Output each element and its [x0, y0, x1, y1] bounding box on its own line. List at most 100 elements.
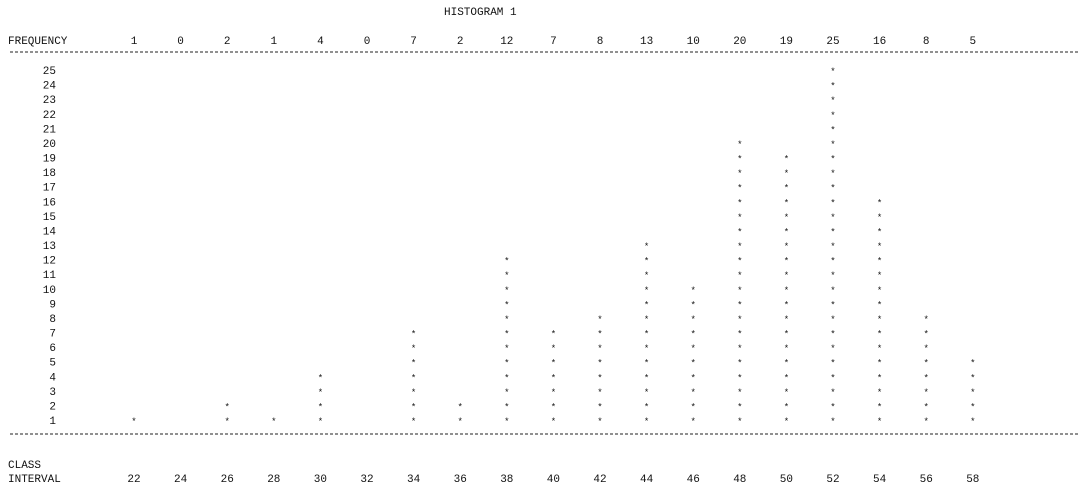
- bar-star-mark: *: [784, 402, 789, 412]
- bar-star-mark: *: [504, 315, 509, 325]
- bar-star-mark: *: [411, 402, 416, 412]
- bar-star-mark: *: [784, 155, 789, 165]
- histogram-bar: * * * *: [318, 373, 323, 427]
- bar-star-mark: *: [877, 286, 882, 296]
- bar-star-mark: *: [877, 213, 882, 223]
- bar-star-mark: *: [597, 417, 602, 427]
- bar-star-mark: *: [830, 417, 835, 427]
- histogram-bar: *: [131, 417, 136, 427]
- x-tick-label: 24: [174, 474, 188, 486]
- bar-star-mark: *: [737, 373, 742, 383]
- bar-star-mark: *: [923, 315, 928, 325]
- bar-star-mark: *: [830, 373, 835, 383]
- bar-star-mark: *: [784, 198, 789, 208]
- y-axis-ticks: 2524232221201918171615141312111098765432…: [43, 66, 57, 428]
- bar-star-mark: *: [318, 402, 323, 412]
- x-tick-label: 48: [733, 474, 746, 486]
- bar-star-mark: *: [830, 67, 835, 77]
- bar-star-mark: *: [737, 198, 742, 208]
- histogram-bar: **: [224, 402, 229, 427]
- bar-star-mark: *: [737, 359, 742, 369]
- bar-star-mark: *: [644, 388, 649, 398]
- bar-star-mark: *: [504, 359, 509, 369]
- bar-star-mark: *: [504, 388, 509, 398]
- bar-star-mark: *: [644, 344, 649, 354]
- bar-star-mark: *: [737, 242, 742, 252]
- y-tick-label: 19: [43, 154, 56, 166]
- bar-star-mark: *: [737, 184, 742, 194]
- bar-star-mark: *: [830, 169, 835, 179]
- bar-star-mark: *: [923, 330, 928, 340]
- bar-star-mark: *: [877, 402, 882, 412]
- bar-star-mark: *: [923, 417, 928, 427]
- y-tick-label: 10: [43, 285, 56, 297]
- bar-star-mark: *: [830, 359, 835, 369]
- bar-star-mark: *: [877, 242, 882, 252]
- bar-star-mark: *: [411, 373, 416, 383]
- bar-star-mark: *: [877, 344, 882, 354]
- bar-star-mark: *: [970, 417, 975, 427]
- bar-star-mark: *: [224, 417, 229, 427]
- y-tick-label: 16: [43, 197, 56, 209]
- xlabel-line-1: CLASS: [8, 460, 41, 472]
- x-tick-label: 58: [966, 474, 979, 486]
- bar-star-mark: *: [690, 344, 695, 354]
- y-tick-label: 25: [43, 66, 56, 78]
- x-axis-ticks: 22 24 26 28 30 32 34 36 38 40 42 44 46 48 50 52 54 56 58: [127, 474, 979, 486]
- bar-star-mark: *: [690, 417, 695, 427]
- bar-star-mark: *: [457, 417, 462, 427]
- frequency-value: 5: [969, 36, 976, 48]
- bar-star-mark: *: [784, 286, 789, 296]
- bar-star-mark: *: [830, 257, 835, 267]
- histogram-bar: * * * * * * * *: [923, 315, 928, 427]
- bar-star-mark: *: [830, 198, 835, 208]
- y-tick-label: 11: [43, 270, 57, 282]
- frequency-value: 19: [780, 36, 793, 48]
- bar-star-mark: *: [830, 184, 835, 194]
- bar-star-mark: *: [830, 388, 835, 398]
- frequency-value: 16: [873, 36, 886, 48]
- frequency-value: 7: [410, 36, 417, 48]
- bar-star-mark: *: [737, 257, 742, 267]
- x-tick-label: 36: [454, 474, 467, 486]
- bar-star-mark: *: [597, 388, 602, 398]
- y-tick-label: 12: [43, 256, 56, 268]
- bar-star-mark: *: [597, 359, 602, 369]
- bar-star-mark: *: [318, 417, 323, 427]
- bar-star-mark: *: [690, 315, 695, 325]
- frequency-value: 12: [500, 36, 513, 48]
- bar-star-mark: *: [551, 373, 556, 383]
- bar-star-mark: *: [923, 402, 928, 412]
- bar-star-mark: *: [830, 213, 835, 223]
- bar-star-mark: *: [737, 155, 742, 165]
- bar-star-mark: *: [644, 359, 649, 369]
- x-tick-label: 26: [221, 474, 234, 486]
- bar-star-mark: *: [597, 402, 602, 412]
- xlabel-line-2: INTERVAL: [8, 474, 61, 486]
- bar-star-mark: *: [644, 242, 649, 252]
- bar-star-mark: *: [830, 286, 835, 296]
- y-tick-label: 17: [43, 183, 56, 195]
- bar-star-mark: *: [597, 344, 602, 354]
- bar-star-mark: *: [131, 417, 136, 427]
- bar-star-mark: *: [690, 359, 695, 369]
- histogram-bar: * * * * * * * * * *: [690, 286, 695, 427]
- frequency-value: 25: [826, 36, 839, 48]
- bar-star-mark: *: [737, 344, 742, 354]
- bar-star-mark: *: [784, 242, 789, 252]
- bar-star-mark: *: [644, 300, 649, 310]
- bar-star-mark: *: [644, 271, 649, 281]
- bar-star-mark: *: [737, 227, 742, 237]
- y-tick-label: 21: [43, 124, 57, 136]
- histogram-bar: * * * * * * * * * * * * * * * * * * *: [784, 155, 789, 427]
- bar-star-mark: *: [877, 257, 882, 267]
- bar-star-mark: *: [784, 213, 789, 223]
- y-tick-label: 5: [49, 358, 56, 370]
- bar-star-mark: *: [877, 315, 882, 325]
- bar-star-mark: *: [737, 315, 742, 325]
- bar-star-mark: *: [784, 373, 789, 383]
- y-tick-label: 24: [43, 81, 57, 93]
- frequency-value: 0: [177, 36, 184, 48]
- bar-star-mark: *: [504, 330, 509, 340]
- x-tick-label: 42: [593, 474, 606, 486]
